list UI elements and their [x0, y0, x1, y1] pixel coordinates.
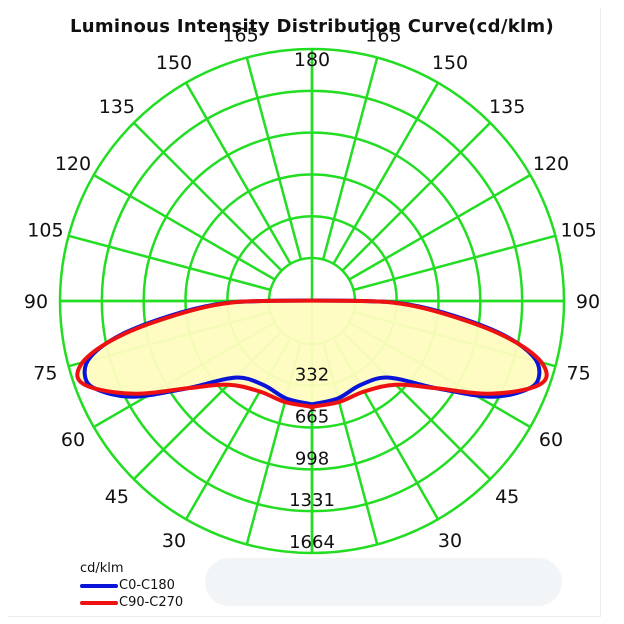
angle-label-120-right: 120: [533, 153, 569, 175]
angle-label-60-left: 60: [61, 429, 85, 451]
legend-swatch-c0: [80, 583, 118, 588]
radial-tick-1664: 1664: [289, 532, 335, 553]
legend: cd/klm C0-C180 C90-C270: [80, 561, 183, 611]
angle-label-165-left: 165: [222, 24, 258, 46]
legend-item-c90: C90-C270: [80, 594, 183, 611]
grid-spoke-120: [348, 173, 531, 281]
curve-fill: [77, 300, 547, 408]
grid-spoke-225: [132, 121, 283, 272]
angle-label-165-right: 165: [365, 24, 401, 46]
angle-label-135-right: 135: [489, 96, 525, 118]
legend-item-c0: C0-C180: [80, 577, 183, 594]
angle-label-45-left: 45: [105, 486, 129, 508]
legend-swatch-c90: [80, 600, 118, 605]
grid-spoke-165: [321, 57, 379, 260]
grid-spoke-255: [68, 234, 271, 292]
radial-tick-998: 998: [295, 448, 329, 469]
angle-label-30-left: 30: [162, 530, 186, 552]
angle-label-150-right: 150: [432, 52, 468, 74]
legend-label-c0: C0-C180: [119, 578, 175, 593]
angle-label-105-right: 105: [560, 220, 596, 242]
angle-label-30-right: 30: [438, 530, 462, 552]
angle-label-75-right: 75: [567, 362, 591, 384]
chart-title: Luminous Intensity Distribution Curve(cd…: [69, 16, 555, 37]
legend-unit: cd/klm: [80, 561, 124, 576]
angle-label-90-left: 90: [24, 291, 48, 313]
grid-spoke-150: [332, 82, 440, 265]
angle-label-180-right: 180: [294, 49, 330, 71]
grid-spoke-105: [353, 234, 556, 292]
angle-label-90-right: 90: [576, 291, 600, 313]
angle-label-60-right: 60: [539, 429, 563, 451]
angle-label-45-right: 45: [495, 486, 519, 508]
angle-label-75-left: 75: [33, 362, 57, 384]
angle-label-150-left: 150: [156, 52, 192, 74]
grid-spoke-135: [341, 121, 492, 272]
radial-tick-1331: 1331: [289, 490, 335, 511]
legend-label-c90: C90-C270: [119, 595, 184, 610]
radial-tick-665: 665: [295, 407, 329, 428]
angle-label-135-left: 135: [99, 96, 135, 118]
grid-spoke-240: [93, 173, 276, 281]
angle-label-105-left: 105: [27, 220, 63, 242]
series-line-C90-C270: [75, 298, 549, 410]
grid-spoke-195: [245, 57, 303, 260]
radial-tick-332: 332: [295, 365, 329, 386]
blank-panel: [205, 558, 562, 606]
angle-label-120-left: 120: [55, 153, 91, 175]
grid-spoke-210: [184, 82, 292, 265]
